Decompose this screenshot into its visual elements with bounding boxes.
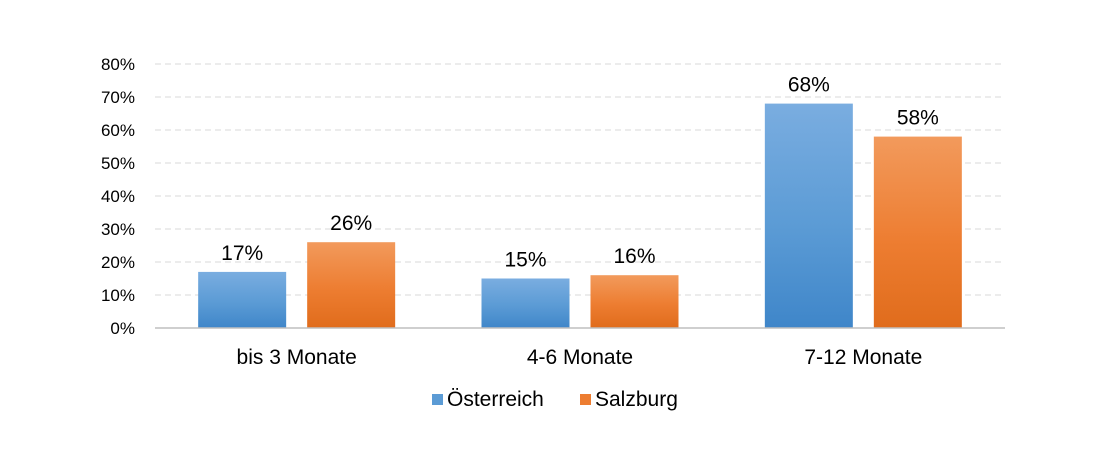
category-label: 4-6 Monate — [527, 346, 633, 369]
legend: Österreich Salzburg — [432, 388, 678, 411]
category-label: bis 3 Monate — [237, 346, 357, 369]
y-tick-label: 20% — [101, 253, 135, 272]
y-tick-label: 30% — [101, 220, 135, 239]
category-label: 7-12 Monate — [804, 346, 922, 369]
bar-salzburg — [590, 275, 679, 328]
bar-oesterreich — [764, 103, 853, 328]
data-label: 58% — [897, 107, 939, 130]
y-tick-label: 80% — [101, 55, 135, 74]
legend-label: Österreich — [447, 388, 544, 411]
bar-oesterreich — [198, 271, 287, 328]
data-label: 26% — [330, 212, 372, 235]
legend-swatch — [580, 394, 591, 405]
bar-salzburg — [873, 136, 962, 328]
y-tick-label: 10% — [101, 286, 135, 305]
y-tick-label: 0% — [110, 319, 135, 338]
y-tick-label: 60% — [101, 121, 135, 140]
bar-oesterreich — [481, 278, 570, 328]
category-labels: bis 3 Monate 4-6 Monate 7-12 Monate — [237, 346, 923, 369]
y-axis-tick-labels: 0% 10% 20% 30% 40% 50% 60% 70% 80% — [101, 55, 135, 338]
bars — [198, 103, 962, 328]
bar-salzburg — [307, 242, 396, 328]
legend-swatch — [432, 394, 443, 405]
data-label: 16% — [613, 245, 655, 268]
data-label: 17% — [221, 242, 263, 265]
gridlines — [155, 63, 1005, 296]
legend-label: Salzburg — [595, 388, 678, 411]
y-tick-label: 40% — [101, 187, 135, 206]
data-label: 68% — [788, 74, 830, 97]
data-labels: 17% 26% 15% 16% 68% 58% — [221, 74, 939, 272]
y-tick-label: 50% — [101, 154, 135, 173]
data-label: 15% — [504, 249, 546, 272]
y-tick-label: 70% — [101, 88, 135, 107]
